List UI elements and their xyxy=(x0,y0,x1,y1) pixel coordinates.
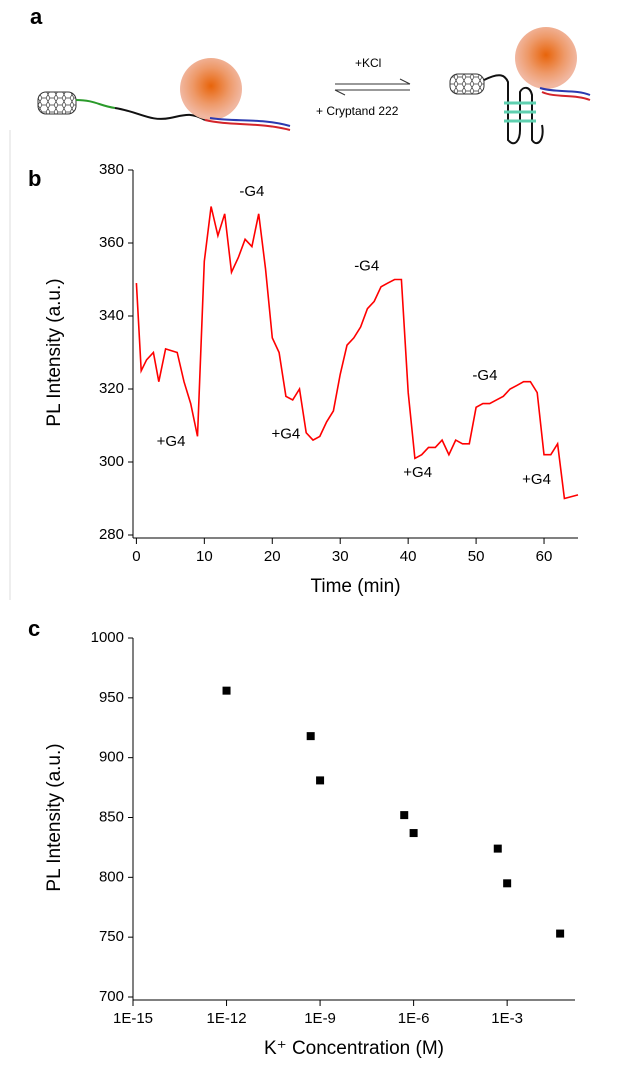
strand xyxy=(204,119,291,131)
x-tick-label: 1E-9 xyxy=(304,1010,336,1027)
line xyxy=(135,206,579,500)
x-tick-label: 60 xyxy=(536,548,553,565)
nanoparticle xyxy=(515,27,577,89)
y-tick-label: 360 xyxy=(99,234,124,251)
annotation: +G4 xyxy=(522,471,551,488)
x-axis-label: Time (min) xyxy=(310,576,400,597)
y-tick-label: 850 xyxy=(99,808,124,825)
point xyxy=(503,879,512,888)
y-tick-label: 280 xyxy=(99,526,124,543)
x-tick-label: 0 xyxy=(132,548,140,565)
nanoparticle xyxy=(180,58,242,120)
annotation: -G4 xyxy=(239,183,264,200)
x-tick-label: 30 xyxy=(332,548,349,565)
y-axis-label: PL Intensity (a.u.) xyxy=(44,743,65,891)
x-tick-label: 40 xyxy=(400,548,417,565)
panel-label: a xyxy=(30,4,43,29)
panel-label: b xyxy=(28,166,41,191)
y-tick-label: 800 xyxy=(99,868,124,885)
point xyxy=(222,686,231,695)
arrow xyxy=(399,78,411,85)
arrow xyxy=(334,89,346,96)
point xyxy=(400,811,409,820)
point xyxy=(316,776,325,785)
y-tick-label: 750 xyxy=(99,928,124,945)
y-tick-label: 320 xyxy=(99,380,124,397)
nanotube xyxy=(449,73,485,95)
x-tick-label: 1E-6 xyxy=(398,1010,430,1027)
y-axis-label: PL Intensity (a.u.) xyxy=(44,278,65,426)
x-tick-label: 1E-12 xyxy=(207,1010,247,1027)
y-tick-label: 700 xyxy=(99,988,124,1005)
strand xyxy=(75,99,116,109)
point xyxy=(306,732,315,741)
schematic: a +KCl + Cryptand 222 xyxy=(30,4,591,145)
x-tick-label: 20 xyxy=(264,548,281,565)
g-quartets xyxy=(504,101,536,123)
annotation: +G4 xyxy=(157,433,186,450)
y-tick-label: 300 xyxy=(99,453,124,470)
annotation: +G4 xyxy=(271,426,300,443)
nanotube xyxy=(37,91,77,115)
point xyxy=(409,829,418,838)
x-tick-label: 10 xyxy=(196,548,213,565)
forward-label: +KCl xyxy=(355,56,381,70)
x-axis-label: K⁺ Concentration (M) xyxy=(264,1038,444,1059)
x-tick-label: 50 xyxy=(468,548,485,565)
point xyxy=(556,929,565,938)
x-tick-label: 1E-15 xyxy=(113,1010,153,1027)
strand xyxy=(209,117,291,127)
strand xyxy=(114,107,206,121)
y-tick-label: 380 xyxy=(99,161,124,178)
y-tick-label: 950 xyxy=(99,689,124,706)
panel-label: c xyxy=(28,616,40,641)
point xyxy=(493,844,502,853)
annotation: -G4 xyxy=(354,258,379,275)
y-tick-label: 1000 xyxy=(91,629,124,646)
reverse-label: + Cryptand 222 xyxy=(316,104,399,118)
strand xyxy=(541,91,591,101)
annotation: -G4 xyxy=(472,367,497,384)
annotation: +G4 xyxy=(403,464,432,481)
x-tick-label: 1E-3 xyxy=(491,1010,523,1027)
strand xyxy=(539,87,591,96)
y-tick-label: 900 xyxy=(99,749,124,766)
y-tick-label: 340 xyxy=(99,307,124,324)
